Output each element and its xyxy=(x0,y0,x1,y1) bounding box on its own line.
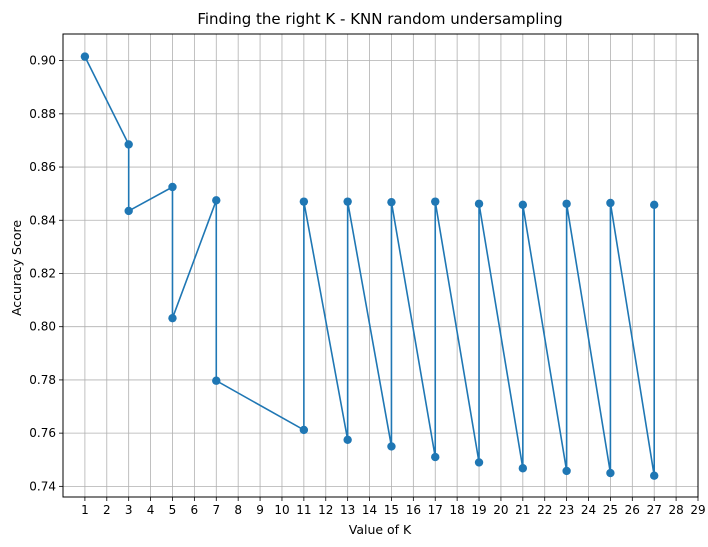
y-tick-label: 0.80 xyxy=(29,320,56,334)
data-point xyxy=(474,458,484,467)
data-point xyxy=(299,425,309,435)
x-tick-label: 17 xyxy=(428,503,443,517)
data-point xyxy=(650,471,659,480)
data-point xyxy=(387,442,396,451)
x-tick-label: 20 xyxy=(493,503,508,517)
y-tick-label: 0.78 xyxy=(29,373,56,387)
y-tick-label: 0.88 xyxy=(29,107,56,121)
chart-title: Finding the right K - KNN random undersa… xyxy=(197,10,562,28)
data-point xyxy=(343,435,352,444)
x-tick-label: 27 xyxy=(647,503,662,517)
x-tick-label: 24 xyxy=(581,503,596,517)
x-axis-label: Value of K xyxy=(349,522,412,537)
x-tick-label: 18 xyxy=(449,503,464,517)
y-tick-label: 0.82 xyxy=(29,266,56,280)
x-tick-label: 9 xyxy=(256,503,264,517)
x-tick-label: 21 xyxy=(515,503,530,517)
data-point xyxy=(343,197,352,206)
data-point xyxy=(212,196,221,205)
x-tick-label: 6 xyxy=(191,503,199,517)
x-tick-label: 11 xyxy=(296,503,311,517)
x-tick-label: 1 xyxy=(81,503,89,517)
x-tick-label: 23 xyxy=(559,503,574,517)
x-tick-label: 26 xyxy=(625,503,640,517)
x-tick-label: 12 xyxy=(318,503,333,517)
x-tick-label: 5 xyxy=(169,503,177,517)
x-tick-label: 14 xyxy=(362,503,377,517)
y-tick-label: 0.84 xyxy=(29,213,56,227)
x-tick-label: 28 xyxy=(668,503,683,517)
data-point xyxy=(168,313,177,323)
y-tick-label: 0.86 xyxy=(29,160,56,174)
data-point xyxy=(562,199,571,208)
x-tick-label: 8 xyxy=(234,503,242,517)
y-tick-label: 0.74 xyxy=(29,479,56,493)
x-tick-label: 25 xyxy=(603,503,618,517)
data-point xyxy=(124,140,133,149)
data-point xyxy=(474,199,484,208)
x-tick-label: 22 xyxy=(537,503,552,517)
data-point xyxy=(212,376,221,385)
y-tick-label: 0.76 xyxy=(29,426,56,440)
data-point xyxy=(650,200,659,210)
data-point xyxy=(518,464,528,473)
data-point xyxy=(562,466,571,476)
data-point xyxy=(431,197,440,206)
data-point xyxy=(299,197,309,206)
x-tick-label: 13 xyxy=(340,503,355,517)
x-tick-label: 16 xyxy=(406,503,421,517)
x-tick-label: 10 xyxy=(274,503,289,517)
x-tick-label: 4 xyxy=(147,503,155,517)
data-point xyxy=(606,198,615,208)
x-tick-label: 2 xyxy=(103,503,111,517)
x-tick-label: 3 xyxy=(125,503,133,517)
data-point xyxy=(518,200,528,210)
data-point xyxy=(431,452,440,462)
x-tick-label: 29 xyxy=(690,503,705,517)
x-tick-label: 7 xyxy=(212,503,220,517)
plot-frame xyxy=(62,33,699,498)
x-axis: 1 2 3 4 5 6 7 8 9 10 11 12 13 14 15 16 17 18 19 20 21 22 23 24 2… xyxy=(81,497,706,517)
data-point xyxy=(80,52,90,61)
x-tick-label: 19 xyxy=(471,503,486,517)
y-tick-label: 0.90 xyxy=(29,54,56,68)
y-axis: 0.74 0.76 0.78 0.80 0.82 0.84 0.86 0.88 0.90 xyxy=(29,54,63,493)
series-layer xyxy=(80,52,659,480)
data-point xyxy=(606,468,615,478)
x-tick-label: 15 xyxy=(384,503,399,517)
data-point xyxy=(387,197,396,207)
data-point xyxy=(124,206,133,216)
y-axis-label: Accuracy Score xyxy=(9,220,24,316)
data-point xyxy=(168,182,177,192)
